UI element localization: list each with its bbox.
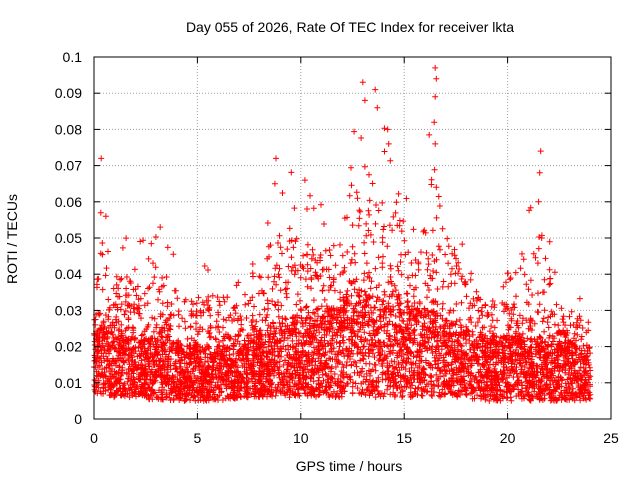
chart-title: Day 055 of 2026, Rate Of TEC Index for r… xyxy=(186,19,514,35)
y-tick-label-5: 0.05 xyxy=(55,230,82,246)
points-layer xyxy=(91,64,594,404)
x-tick-label-0: 0 xyxy=(90,430,98,446)
y-tick-label-6: 0.06 xyxy=(55,194,82,210)
x-tick-label-2: 10 xyxy=(293,430,309,446)
grid-layer xyxy=(94,57,611,419)
axes-layer xyxy=(93,56,612,420)
labels-layer: 0 5 10 15 20 25 0 0.01 0.02 0.03 0.04 0.05 0.06 0.07 0… xyxy=(55,49,619,446)
y-axis-label: ROTI / TECUs xyxy=(4,194,20,284)
x-axis-label: GPS time / hours xyxy=(296,458,403,474)
y-tick-label-9: 0.09 xyxy=(55,85,82,101)
y-tick-label-0: 0 xyxy=(74,411,82,427)
y-tick-label-10: 0.1 xyxy=(63,49,83,65)
y-tick-label-2: 0.02 xyxy=(55,339,82,355)
y-tick-label-4: 0.04 xyxy=(55,266,82,282)
y-tick-label-3: 0.03 xyxy=(55,302,82,318)
roti-series-markers xyxy=(91,64,594,404)
y-tick-label-7: 0.07 xyxy=(55,158,82,174)
y-tick-label-8: 0.08 xyxy=(55,121,82,137)
x-tick-label-1: 5 xyxy=(194,430,202,446)
x-tick-label-3: 15 xyxy=(396,430,412,446)
x-tick-label-4: 20 xyxy=(500,430,516,446)
x-tick-label-5: 25 xyxy=(603,430,619,446)
y-tick-label-1: 0.01 xyxy=(55,375,82,391)
